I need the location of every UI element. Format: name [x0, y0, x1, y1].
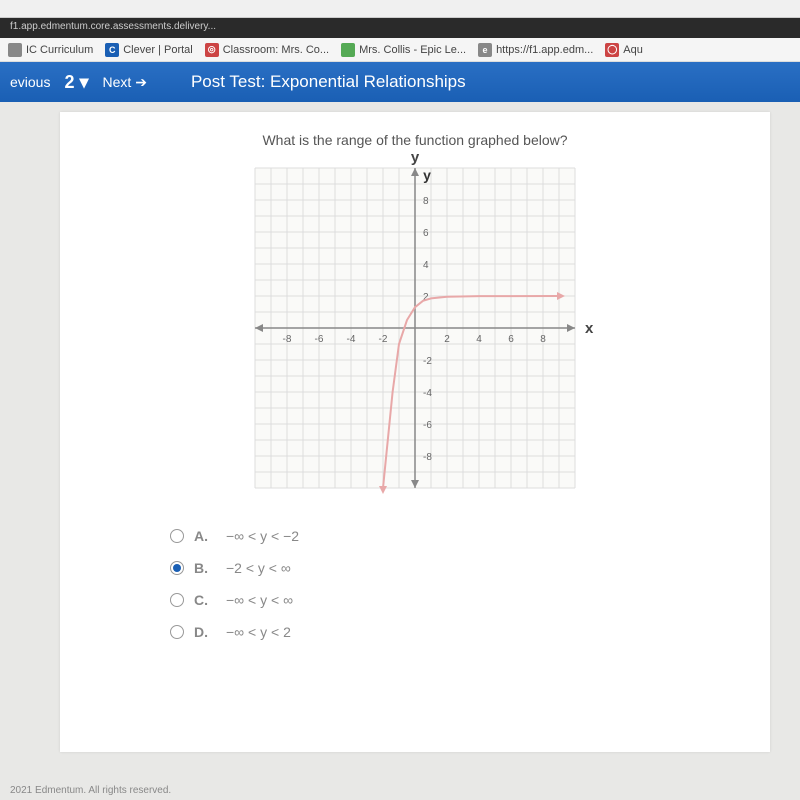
- bookmark-item[interactable]: e https://f1.app.edm...: [478, 43, 593, 57]
- svg-text:6: 6: [508, 334, 514, 345]
- svg-text:8: 8: [540, 334, 546, 345]
- svg-text:2: 2: [444, 334, 450, 345]
- answer-text: −2 < y < ∞: [226, 560, 291, 576]
- footer-text: 2021 Edmentum. All rights reserved.: [10, 785, 171, 796]
- question-text: What is the range of the function graphe…: [90, 132, 740, 148]
- bookmark-label: https://f1.app.edm...: [496, 44, 593, 56]
- answer-text: −∞ < y < 2: [226, 624, 291, 640]
- bookmark-item[interactable]: Mrs. Collis - Epic Le...: [341, 43, 466, 57]
- answer-letter: D.: [194, 624, 216, 640]
- bookmark-label: Aqu: [623, 44, 643, 56]
- answer-choices: A. −∞ < y < −2 B. −2 < y < ∞ C. −∞ < y < ∞ D.−…: [170, 528, 740, 640]
- bookmark-icon: e: [478, 43, 492, 57]
- svg-text:y: y: [423, 167, 431, 183]
- radio-button[interactable]: [170, 625, 184, 639]
- test-nav-bar: evious 2 ▾ Next ➔ Post Test: Exponential…: [0, 62, 800, 102]
- bookmark-label: Clever | Portal: [123, 44, 193, 56]
- svg-text:-4: -4: [423, 388, 432, 399]
- bookmark-icon: [341, 43, 355, 57]
- svg-text:4: 4: [423, 260, 429, 271]
- question-content: What is the range of the function graphe…: [60, 112, 770, 752]
- svg-text:y: y: [411, 149, 420, 166]
- radio-button[interactable]: [170, 593, 184, 607]
- svg-text:-2: -2: [379, 334, 388, 345]
- answer-letter: A.: [194, 528, 216, 544]
- svg-text:-6: -6: [315, 334, 324, 345]
- svg-text:-2: -2: [423, 356, 432, 367]
- next-button[interactable]: Next ➔: [103, 74, 147, 91]
- answer-option[interactable]: B. −2 < y < ∞: [170, 560, 740, 576]
- arrow-right-icon: ➔: [135, 74, 147, 90]
- svg-text:-4: -4: [347, 334, 356, 345]
- answer-text: −∞ < y < −2: [226, 528, 299, 544]
- bookmark-icon: ◎: [205, 43, 219, 57]
- svg-text:6: 6: [423, 228, 429, 239]
- svg-text:4: 4: [476, 334, 482, 345]
- bookmark-icon: ◯: [605, 43, 619, 57]
- bookmarks-bar: IC Curriculum C Clever | Portal ◎ Classroom:…: [0, 38, 800, 62]
- screen-frame: What is the range of the function graphe…: [0, 102, 800, 800]
- bookmark-label: Classroom: Mrs. Co...: [223, 44, 329, 56]
- bookmark-item[interactable]: C Clever | Portal: [105, 43, 193, 57]
- radio-button[interactable]: [170, 561, 184, 575]
- answer-letter: C.: [194, 592, 216, 608]
- answer-option[interactable]: A. −∞ < y < −2: [170, 528, 740, 544]
- bookmark-item[interactable]: IC Curriculum: [8, 43, 93, 57]
- bookmark-icon: C: [105, 43, 119, 57]
- answer-text: −∞ < y < ∞: [226, 592, 293, 608]
- browser-chrome: [0, 0, 800, 18]
- url-text: f1.app.edmentum.core.assessments.deliver…: [10, 21, 216, 32]
- answer-option[interactable]: D. −∞ < y < 2: [170, 624, 740, 640]
- graph-container: -8-6-4-22468-8-6-4-22468yyx: [90, 168, 740, 488]
- svg-text:-8: -8: [423, 452, 432, 463]
- answer-option[interactable]: C. −∞ < y < ∞: [170, 592, 740, 608]
- bookmark-item[interactable]: ◎ Classroom: Mrs. Co...: [205, 43, 329, 57]
- svg-text:-6: -6: [423, 420, 432, 431]
- chevron-down-icon: ▾: [74, 72, 88, 92]
- function-graph: -8-6-4-22468-8-6-4-22468yyx: [255, 168, 575, 488]
- bookmark-icon: [8, 43, 22, 57]
- radio-button[interactable]: [170, 529, 184, 543]
- answer-letter: B.: [194, 560, 216, 576]
- svg-text:8: 8: [423, 196, 429, 207]
- bookmark-item[interactable]: ◯ Aqu: [605, 43, 643, 57]
- bookmark-label: IC Curriculum: [26, 44, 93, 56]
- graph-svg: -8-6-4-22468-8-6-4-22468yyx: [255, 168, 575, 488]
- svg-text:x: x: [585, 320, 594, 337]
- url-bar: f1.app.edmentum.core.assessments.deliver…: [0, 18, 800, 38]
- bookmark-label: Mrs. Collis - Epic Le...: [359, 44, 466, 56]
- prev-button[interactable]: evious: [10, 74, 50, 90]
- question-number[interactable]: 2 ▾: [64, 72, 88, 93]
- test-title: Post Test: Exponential Relationships: [191, 72, 466, 92]
- svg-text:-8: -8: [283, 334, 292, 345]
